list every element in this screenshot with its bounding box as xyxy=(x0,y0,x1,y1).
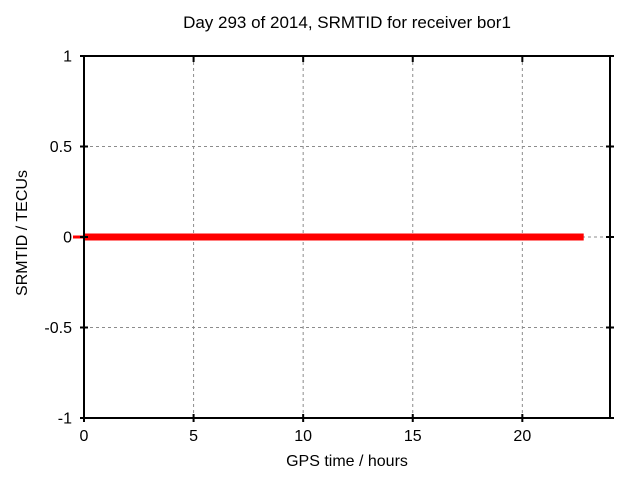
chart-title: Day 293 of 2014, SRMTID for receiver bor… xyxy=(183,13,511,32)
x-axis-label: GPS time / hours xyxy=(286,453,408,470)
y-tick-label: -1 xyxy=(58,411,72,428)
y-tick-label: -0.5 xyxy=(44,320,72,337)
x-tick-label: 20 xyxy=(513,428,531,445)
x-tick-label: 15 xyxy=(404,428,422,445)
x-tick-label: 5 xyxy=(189,428,198,445)
y-tick-label: 0 xyxy=(63,230,72,247)
x-tick-label: 0 xyxy=(80,428,89,445)
y-tick-label: 0.5 xyxy=(50,139,72,156)
y-tick-label: 1 xyxy=(63,49,72,66)
x-tick-label: 10 xyxy=(294,428,312,445)
